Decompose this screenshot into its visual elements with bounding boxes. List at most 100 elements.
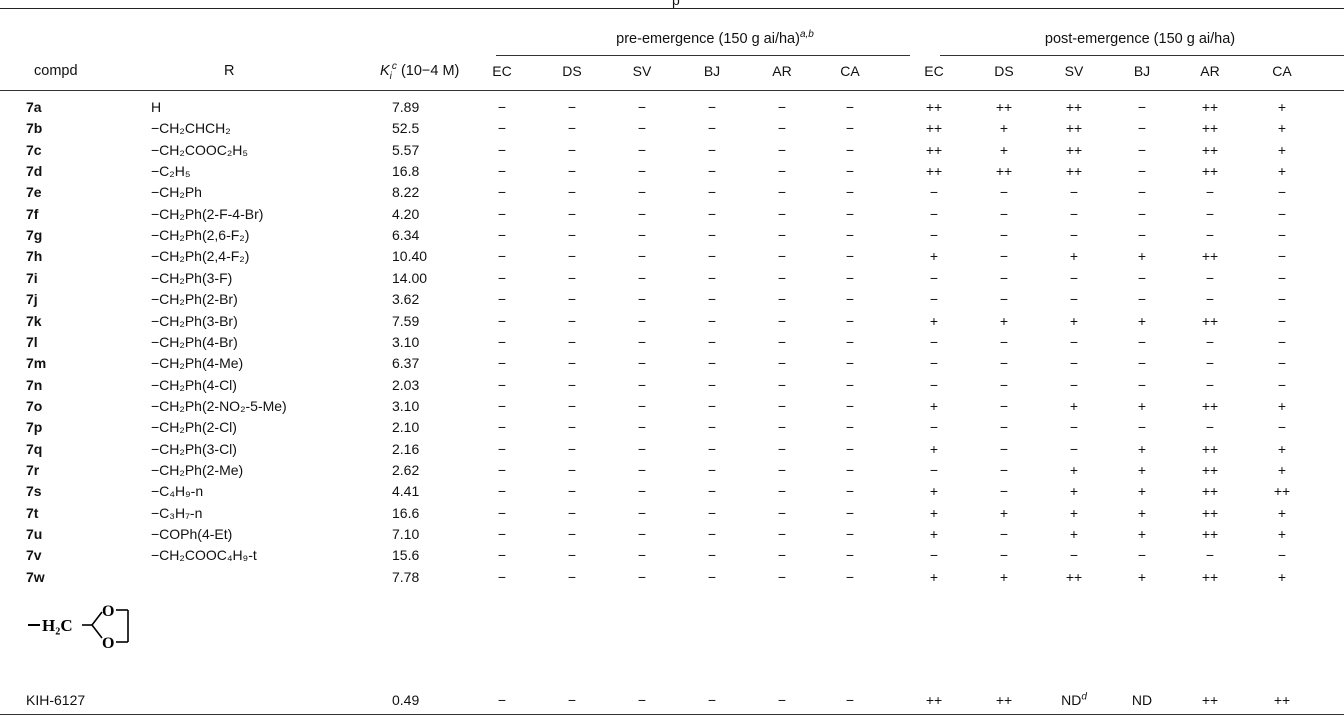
post-activity-cell: − <box>999 526 1009 542</box>
top-rule <box>0 8 1344 9</box>
reference-pre-cell: − <box>777 692 787 708</box>
pre-activity-cell: − <box>637 333 647 350</box>
ki-cell: 7.89 <box>392 99 420 115</box>
post-activity-cell: − <box>1137 269 1147 286</box>
bottom-rule <box>0 714 1344 715</box>
post-activity-cell: − <box>929 269 939 286</box>
compd-cell: 7n <box>26 376 43 393</box>
post-activity-cell: − <box>1069 205 1079 222</box>
pre-activity-cell: − <box>845 227 855 244</box>
pre-activity-cell: − <box>637 248 647 265</box>
pre-activity-cell: − <box>707 205 717 222</box>
pre-activity-cell: − <box>497 440 507 457</box>
ki-unit: (10−4 M) <box>400 63 460 79</box>
table-row: 7a H 7.89− − − − − − ++ ++ ++ − ++ + <box>0 99 1344 119</box>
compd-cell: 7p <box>26 419 43 436</box>
post-activity-cell: + <box>1277 461 1287 478</box>
ki-cell: 8.22 <box>392 184 420 201</box>
post-activity-cell: − <box>1069 376 1079 393</box>
ki-cell: 16.6 <box>392 504 420 521</box>
species-header: BJ <box>1133 63 1151 79</box>
post-activity-cell: ++ <box>1201 461 1219 478</box>
pre-activity-cell: − <box>707 227 717 244</box>
post-activity-cell: − <box>1137 355 1147 372</box>
ki-cell: 4.41 <box>392 483 420 500</box>
post-activity-cell: − <box>1137 184 1147 201</box>
ki-cell: 7.78 <box>392 568 420 585</box>
post-activity-cell: + <box>1137 440 1147 457</box>
substituent-cell: −CH₂COOC₄H₉-t <box>151 547 257 564</box>
post-activity-cell: − <box>1205 333 1215 350</box>
post-activity-cell: − <box>1069 291 1079 308</box>
substituent-cell: −CH₂CHCH₂ <box>151 120 231 137</box>
substituent-cell: −CH₂COOC₂H₅ <box>151 141 249 158</box>
post-activity-cell: − <box>1137 141 1147 158</box>
pre-activity-cell: − <box>845 184 855 201</box>
ki-cell: 6.34 <box>392 227 420 244</box>
post-activity-cell: − <box>1277 376 1287 393</box>
reference-post-value: ++ <box>925 692 943 708</box>
post-activity-cell: + <box>999 141 1009 158</box>
reference-post-value: ND <box>1131 692 1153 708</box>
post-activity-cell: − <box>1205 227 1215 244</box>
post-activity-cell: ++ <box>1065 141 1083 158</box>
post-activity-cell: − <box>1069 419 1079 436</box>
pre-activity-cell: − <box>497 376 507 393</box>
pre-activity-cell: − <box>567 120 577 137</box>
compd-cell: 7o <box>26 397 43 414</box>
pre-activity-cell: − <box>845 504 855 521</box>
pre-activity-cell: − <box>567 419 577 436</box>
col-header-r: R <box>224 63 235 79</box>
table-row: 7h −CH₂Ph(2,4-F₂) 10.40− − − − − − + − + + ++ − <box>0 248 1344 268</box>
reference-post-value: ++ <box>1273 692 1291 708</box>
pre-activity-cell: − <box>497 397 507 414</box>
post-activity-cell: − <box>1277 419 1287 436</box>
reference-post-cell: ++ <box>914 692 954 708</box>
post-activity-cell: + <box>1069 504 1079 521</box>
post-activity-cell: − <box>1137 419 1147 436</box>
post-activity-cell: − <box>1205 547 1215 564</box>
ki-cell: 14.00 <box>392 269 428 286</box>
pre-activity-cell: − <box>707 120 717 137</box>
pre-activity-cell: − <box>637 99 647 115</box>
pre-activity-cell: − <box>707 333 717 350</box>
post-activity-cell: + <box>1137 312 1147 329</box>
pre-activity-cell: − <box>845 120 855 137</box>
substituent-cell: −CH₂Ph(2-NO₂-5-Me) <box>151 397 287 414</box>
pre-activity-cell: − <box>497 205 507 222</box>
post-activity-cell: ++ <box>925 163 943 180</box>
table-row: 7c −CH₂COOC₂H₅ 5.57− − − − − − ++ + ++ − ++ + <box>0 142 1344 162</box>
post-activity-cell: − <box>1277 547 1287 564</box>
post-activity-cell: ++ <box>1273 483 1291 500</box>
post-activity-cell: + <box>929 526 939 542</box>
post-activity-cell: − <box>1277 269 1287 286</box>
pre-activity-cell: − <box>707 269 717 286</box>
post-activity-cell: ++ <box>1201 163 1219 180</box>
pre-activity-cell: − <box>637 312 647 329</box>
post-activity-cell: + <box>1277 504 1287 521</box>
post-activity-cell: + <box>929 483 939 500</box>
post-activity-cell: − <box>999 483 1009 500</box>
pre-activity-cell: − <box>777 312 787 329</box>
pre-activity-cell: − <box>567 269 577 286</box>
post-activity-cell: − <box>1137 227 1147 244</box>
ki-cell: 16.8 <box>392 163 420 180</box>
post-activity-cell: − <box>1277 227 1287 244</box>
compd-cell: 7r <box>26 461 40 478</box>
pre-activity-cell: − <box>777 141 787 158</box>
pre-activity-cell: − <box>637 163 647 180</box>
pre-emergence-group-header: pre-emergence (150 g ai/ha)a,b <box>565 30 865 47</box>
species-header: EC <box>924 63 944 79</box>
ki-cell: 2.10 <box>392 419 420 436</box>
substituent-cell: −COPh(4-Et) <box>151 526 233 542</box>
post-activity-cell: − <box>929 419 939 436</box>
compd-cell: 7s <box>26 483 42 500</box>
nd-footnote: d <box>1081 691 1087 703</box>
post-activity-cell: − <box>999 248 1009 265</box>
post-activity-cell: ++ <box>1065 568 1083 585</box>
post-activity-cell: + <box>1277 120 1287 137</box>
species-header: DS <box>994 63 1014 79</box>
reference-pre-cell: − <box>637 692 647 708</box>
post-activity-cell: − <box>1277 291 1287 308</box>
pre-activity-cell: − <box>707 397 717 414</box>
